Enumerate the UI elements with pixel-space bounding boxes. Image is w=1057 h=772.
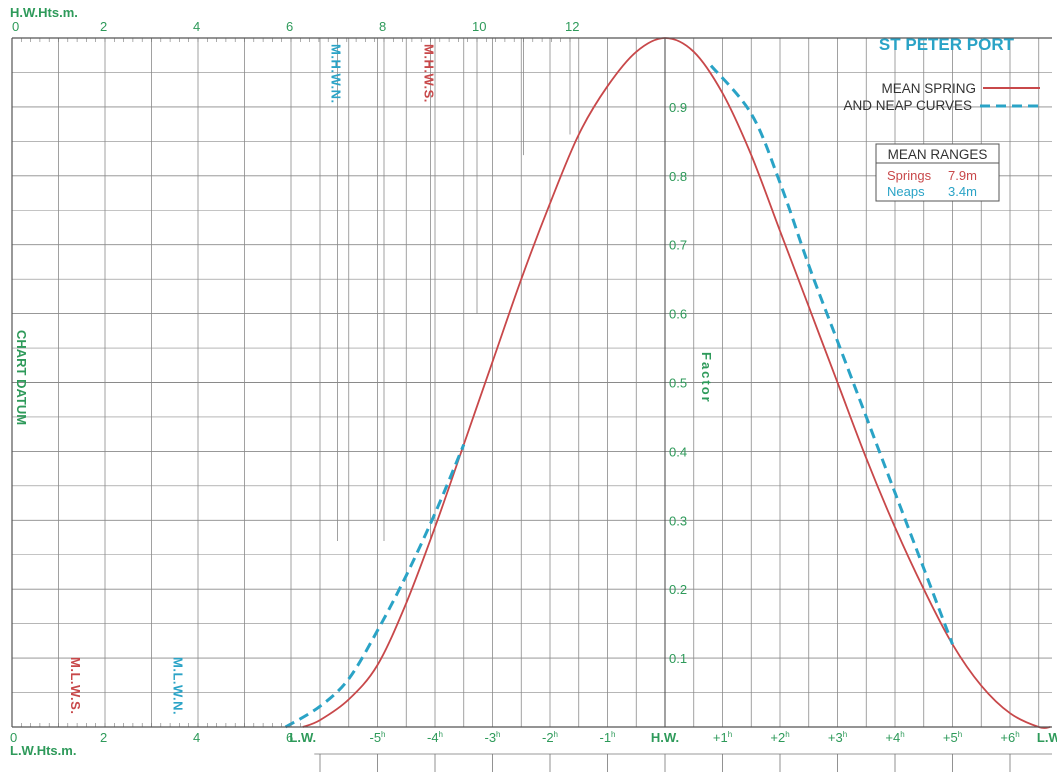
factor-tick-label: 0.8 [669, 169, 687, 184]
legend-line-1: MEAN SPRING [881, 81, 976, 96]
factor-tick-label: 0.6 [669, 307, 687, 322]
grid [12, 37, 1052, 728]
hw-height-tick-label: 0 [12, 19, 19, 34]
time-tick-label: +2h [770, 730, 789, 745]
time-tick-label: +6h [1000, 730, 1019, 745]
time-tick-label: -1h [599, 730, 615, 745]
hw-height-tick-label: 4 [193, 19, 200, 34]
time-tick-label: -4h [427, 730, 443, 745]
hw-height-tick-label: 2 [100, 19, 107, 34]
time-tick-label: +3h [828, 730, 847, 745]
time-tick-label: +5h [943, 730, 962, 745]
time-tick-label: -3h [484, 730, 500, 745]
factor-tick-label: 0.7 [669, 238, 687, 253]
factor-axis-label: Factor [699, 352, 714, 404]
level-mark-label: M.H.W.S. [422, 44, 437, 103]
neap-curve [709, 64, 954, 645]
lw-height-tick-label: 4 [193, 730, 200, 745]
lw-height-tick-label: 0 [10, 730, 17, 745]
springs-range: 7.9m [948, 168, 977, 183]
level-lines: M.H.W.N. M.H.W.S. M.L.W.S. M.L.W.N. [68, 44, 436, 715]
spring-curve [302, 37, 1051, 729]
factor-tick-label: 0.4 [669, 444, 687, 459]
time-tick-label: -2h [542, 730, 558, 745]
hw-height-tick-label: 8 [379, 19, 386, 34]
hw-heights-axis-label: H.W.Hts.m. [10, 5, 78, 20]
hw-height-tick-label: 10 [472, 19, 486, 34]
time-tick-label: +4h [885, 730, 904, 745]
time-tick-label: +1h [713, 730, 732, 745]
legend-line-2: AND NEAP CURVES [843, 98, 972, 113]
axes: 0 2 4 6 8 10 12 0 2 4 6 0.1 0.2 0.3 0.4 0.5 0.6 0.7 0.8 0.9… [10, 19, 1057, 772]
legend: MEAN SPRING AND NEAP CURVES [843, 81, 1042, 113]
lw-height-tick-label: 2 [100, 730, 107, 745]
chart-title: ST PETER PORT [879, 35, 1015, 54]
level-mark-label: M.L.W.S. [68, 657, 83, 714]
time-tick-label: L.W. [289, 730, 316, 745]
hw-height-tick-label: 12 [565, 19, 579, 34]
level-mark-label: M.H.W.N. [329, 44, 344, 104]
time-tick-label: L.W. [1037, 730, 1057, 745]
time-tick-label: H.W. [651, 730, 679, 745]
factor-tick-label: 0.3 [669, 513, 687, 528]
neap-curve [284, 443, 466, 729]
chart-datum-label: CHART DATUM [14, 330, 29, 425]
neaps-label: Neaps [887, 184, 925, 199]
curves [284, 37, 1051, 729]
hw-height-tick-label: 6 [286, 19, 293, 34]
lw-heights-axis-label: L.W.Hts.m. [10, 743, 76, 758]
factor-tick-label: 0.9 [669, 100, 687, 115]
factor-tick-label: 0.1 [669, 651, 687, 666]
mean-ranges-box: MEAN RANGES Springs 7.9m Neaps 3.4m [875, 143, 1000, 202]
factor-tick-label: 0.2 [669, 582, 687, 597]
time-tick-label: -5h [369, 730, 385, 745]
neaps-range: 3.4m [948, 184, 977, 199]
springs-label: Springs [887, 168, 932, 183]
factor-tick-label: 0.5 [669, 376, 687, 391]
mean-ranges-title: MEAN RANGES [888, 147, 988, 162]
level-mark-label: M.L.W.N. [170, 657, 185, 715]
lw-height-tick-label: 6 [286, 730, 293, 745]
